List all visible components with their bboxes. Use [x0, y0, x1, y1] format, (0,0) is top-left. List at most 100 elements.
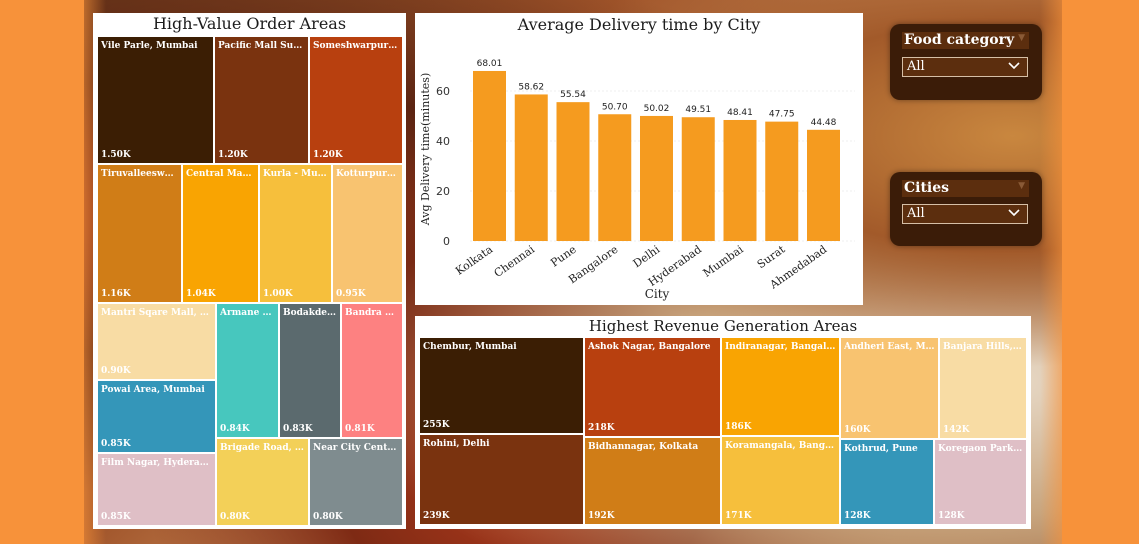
tile-value: 0.85K: [101, 512, 131, 522]
chevron-down-icon: ▼: [1018, 33, 1025, 43]
treemap-tile[interactable]: Powai Area, Mumbai 0.85K: [97, 380, 216, 453]
tile-label: Andheri East, Mum...: [844, 342, 935, 352]
tile-value: 0.81K: [345, 424, 375, 434]
bar: [723, 119, 757, 241]
treemap-tile[interactable]: Indiranagar, Bangalore 186K: [721, 337, 840, 436]
avg-delivery-time-title: Average Delivery time by City: [517, 15, 761, 34]
treemap-tile[interactable]: Bidhannagar, Kolkata 192K: [584, 437, 721, 525]
x-tick-label: Surat: [755, 242, 788, 271]
cities-selected-value: All: [907, 206, 925, 221]
bar: [514, 94, 548, 241]
tile-value: 0.84K: [220, 424, 250, 434]
treemap-tile[interactable]: Kurla - Mumb... 1.00K: [259, 164, 332, 303]
food-category-slicer-title-text: Food category: [904, 32, 1015, 48]
bar: [765, 121, 799, 241]
tile-value: 0.80K: [220, 512, 250, 522]
tile-value: 1.00K: [263, 289, 293, 299]
tile-value: 0.90K: [101, 366, 131, 376]
bar-value-label: 49.51: [685, 105, 711, 115]
y-tick-label: 40: [436, 135, 450, 148]
tile-label: Powai Area, Mumbai: [101, 385, 205, 395]
tile-label: Kurla - Mumb...: [263, 169, 328, 179]
treemap-tile[interactable]: Someshwarpura, B... 1.20K: [309, 36, 403, 164]
right-edge-glow: [1040, 0, 1062, 544]
tile-value: 0.85K: [101, 439, 131, 449]
treemap-tile[interactable]: Kothrud, Pune 128K: [840, 439, 934, 525]
tile-value: 160K: [844, 425, 871, 435]
bar-value-label: 44.48: [811, 118, 837, 128]
y-tick-label: 60: [436, 85, 450, 98]
tile-label: Chembur, Mumbai: [423, 342, 517, 352]
tile-label: Ashok Nagar, Bangalore: [588, 342, 711, 352]
food-category-slicer-title: Food category ▼: [902, 32, 1029, 49]
tile-value: 128K: [844, 511, 871, 521]
tile-value: 128K: [938, 511, 965, 521]
avg-delivery-time-chart: 0 20 40 60 68.01 Kolkata 58.62 Chennai 55.54 Pune…: [419, 59, 855, 301]
bar-value-label: 68.01: [477, 59, 503, 69]
tile-label: Rohini, Delhi: [423, 439, 490, 449]
tile-label: Bodakdev, ...: [283, 308, 337, 318]
tile-label: Mantri Sqare Mall, Bang...: [101, 308, 212, 318]
tile-value: 186K: [725, 422, 752, 432]
treemap-tile[interactable]: Film Nagar, Hyderabad 0.85K: [97, 453, 216, 526]
tile-value: 0.95K: [336, 289, 366, 299]
treemap-tile[interactable]: Brigade Road, Ban... 0.80K: [216, 438, 309, 526]
tile-value: 0.83K: [283, 424, 313, 434]
cities-dropdown[interactable]: All: [902, 204, 1028, 224]
treemap-tile[interactable]: Vile Parle, Mumbai 1.50K: [97, 36, 214, 164]
tile-value: 1.16K: [101, 289, 131, 299]
bar: [807, 129, 840, 241]
bar-value-label: 48.41: [727, 108, 753, 118]
tile-value: 1.20K: [218, 150, 248, 160]
treemap-tile[interactable]: Tiruvalleeswara... 1.16K: [97, 164, 182, 303]
tile-label: Bandra Ar...: [345, 308, 399, 318]
tile-value: 239K: [423, 511, 450, 521]
bar: [681, 117, 715, 241]
tile-value: 171K: [725, 511, 752, 521]
y-tick-label: 0: [443, 235, 450, 248]
treemap-tile[interactable]: Banjara Hills, Hy... 142K: [939, 337, 1027, 439]
treemap-tile[interactable]: Bodakdev, ... 0.83K: [279, 303, 341, 438]
treemap-tile[interactable]: Andheri East, Mum... 160K: [840, 337, 939, 439]
treemap-tile[interactable]: Koregaon Park, Pu... 128K: [934, 439, 1027, 525]
bar-value-label: 50.02: [644, 104, 670, 114]
x-tick-label: Mumbai: [701, 243, 746, 280]
treemap-tile[interactable]: Kotturpuram... 0.95K: [332, 164, 403, 303]
food-category-selected-value: All: [907, 59, 925, 74]
tile-value: 1.20K: [313, 150, 343, 160]
tile-label: Near City Centre 1 ...: [313, 443, 399, 453]
tile-label: Koregaon Park, Pu...: [938, 444, 1023, 454]
tile-label: Brigade Road, Ban...: [220, 443, 305, 453]
x-tick-label: Kolkata: [453, 243, 495, 278]
treemap-tile[interactable]: Bandra Ar... 0.81K: [341, 303, 403, 438]
bar-value-label: 50.70: [602, 102, 628, 112]
chevron-down-icon: [1007, 59, 1021, 79]
bar-value-label: 47.75: [769, 110, 795, 120]
chevron-down-icon: [1007, 206, 1021, 226]
treemap-tile[interactable]: Chembur, Mumbai 255K: [419, 337, 584, 434]
bar: [598, 114, 632, 241]
bar: [473, 70, 506, 241]
treemap-tile[interactable]: Central Market... 1.04K: [182, 164, 259, 303]
treemap-tile[interactable]: Armane Na... 0.84K: [216, 303, 279, 438]
food-category-dropdown[interactable]: All: [902, 57, 1028, 77]
tile-label: Central Market...: [186, 169, 255, 179]
tile-value: 142K: [943, 425, 970, 435]
tile-label: Vile Parle, Mumbai: [101, 41, 198, 51]
high-value-order-areas-panel: High-Value Order Areas Vile Parle, Mumba…: [93, 13, 406, 529]
tile-label: Armane Na...: [220, 308, 275, 318]
tile-label: Kotturpuram...: [336, 169, 399, 179]
bar-value-label: 55.54: [560, 90, 586, 100]
treemap-tile[interactable]: Pacific Mall Subha... 1.20K: [214, 36, 309, 164]
tile-value: 192K: [588, 511, 615, 521]
treemap-tile[interactable]: Mantri Sqare Mall, Bang... 0.90K: [97, 303, 216, 380]
tile-label: Bidhannagar, Kolkata: [588, 442, 699, 452]
treemap-tile[interactable]: Rohini, Delhi 239K: [419, 434, 584, 525]
bar: [556, 102, 590, 242]
treemap-tile[interactable]: Ashok Nagar, Bangalore 218K: [584, 337, 721, 437]
cities-slicer: Cities ▼ All: [890, 172, 1042, 246]
treemap-tile[interactable]: Koramangala, Bangalore 171K: [721, 436, 840, 525]
tile-value: 0.80K: [313, 512, 343, 522]
treemap-tile[interactable]: Near City Centre 1 ... 0.80K: [309, 438, 403, 526]
chevron-down-icon: ▼: [1018, 181, 1025, 191]
